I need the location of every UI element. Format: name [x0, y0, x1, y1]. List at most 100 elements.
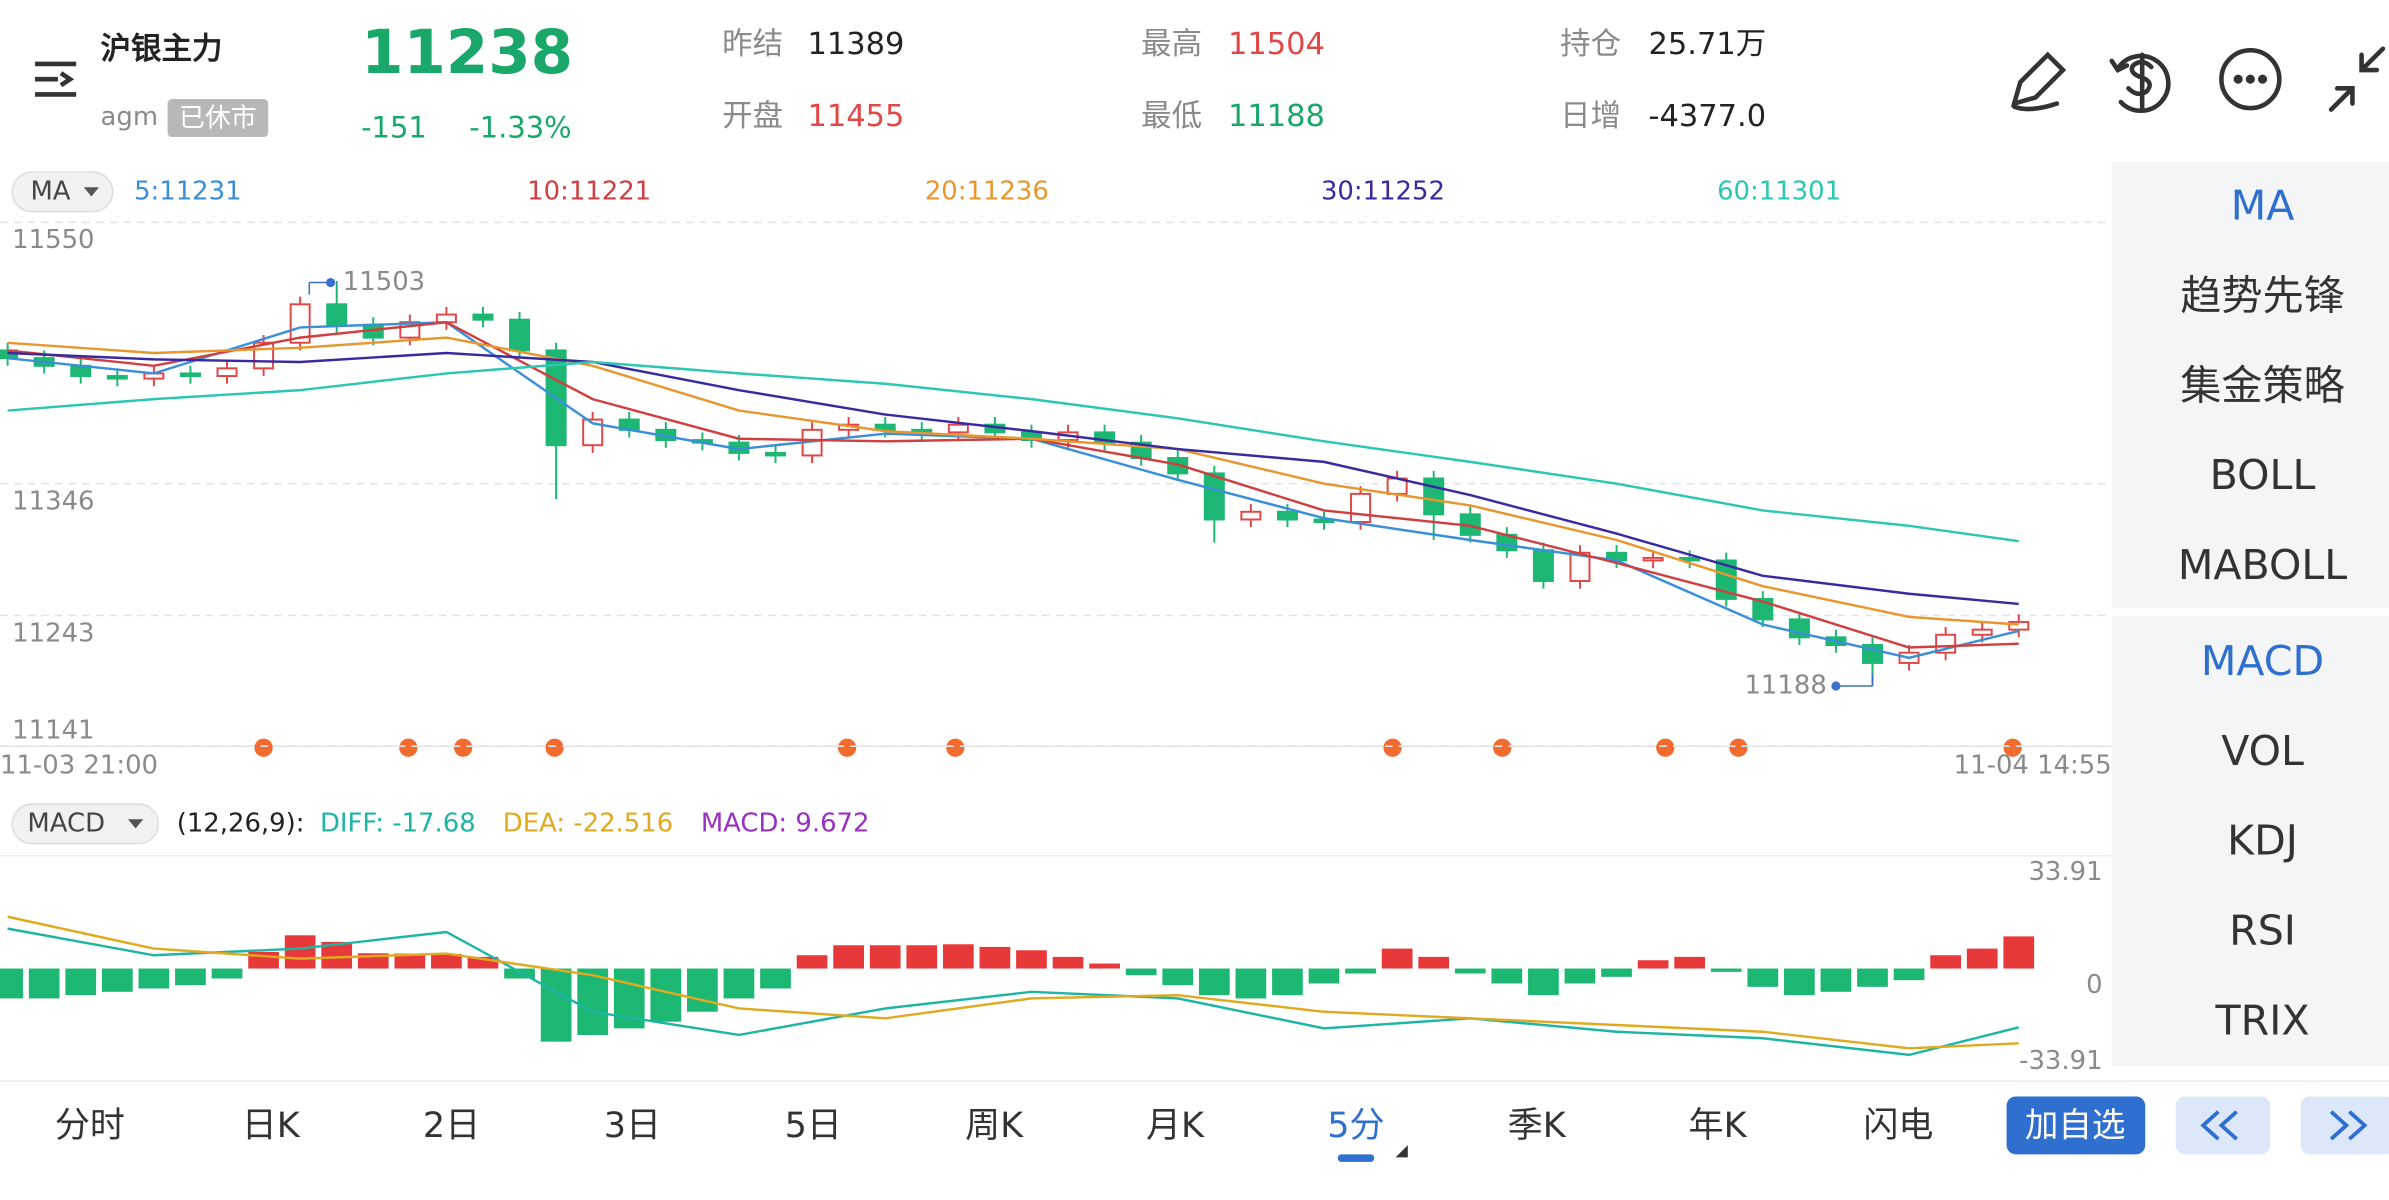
candle-body — [1971, 628, 1993, 636]
tab[interactable]: 闪电 — [1863, 1105, 1933, 1146]
tab[interactable]: 日K — [242, 1105, 301, 1146]
indicator-item[interactable]: RSI — [2229, 907, 2296, 955]
indicator-item[interactable]: KDJ — [2227, 817, 2298, 865]
macd-bar — [577, 968, 609, 1035]
ma-line — [7, 360, 2019, 543]
draw-icon[interactable] — [2010, 51, 2067, 112]
menu-icon[interactable] — [35, 61, 77, 97]
change-pct: -1.33% — [469, 110, 571, 144]
macd-bar — [2003, 936, 2035, 969]
macd-bar — [1089, 963, 1120, 969]
change: -151 — [361, 110, 427, 144]
indicator-item[interactable]: VOL — [2221, 727, 2304, 775]
legend-entry: 60:11301 — [1717, 176, 1841, 206]
tab[interactable]: 周K — [965, 1105, 1024, 1146]
candle-body — [106, 375, 128, 380]
candle-body — [1094, 431, 1116, 444]
indicator-item[interactable]: MA — [2231, 182, 2295, 230]
macd-bar — [1893, 968, 1925, 981]
currency-icon[interactable] — [2109, 52, 2171, 113]
add-watchlist-button[interactable] — [2006, 1096, 2146, 1155]
y-tick-label: 11550 — [12, 225, 94, 255]
main-indicator[interactable]: MA — [30, 176, 70, 206]
candle-body — [765, 451, 787, 457]
indicator-item[interactable]: 集金策略 — [2180, 361, 2344, 409]
y-tick-label: 33.91 — [2028, 857, 2102, 887]
candle-body — [472, 313, 494, 321]
indicator-pill[interactable] — [11, 171, 114, 213]
macd-bar — [942, 944, 974, 969]
x-axis-label: 11-04 14:55 — [1954, 750, 2112, 780]
tab[interactable]: 2日 — [423, 1105, 480, 1146]
macd-bar — [1125, 968, 1157, 976]
candle-body — [289, 303, 311, 344]
macd-bar — [1857, 968, 1888, 987]
macd-bar — [906, 945, 938, 969]
macd-bar — [1930, 955, 1961, 969]
candle-body — [1203, 472, 1225, 521]
tab[interactable]: 3日 — [604, 1105, 661, 1146]
macd-bar — [28, 968, 60, 999]
candle-body — [2008, 620, 2030, 631]
macd-bar — [1820, 968, 1852, 992]
stat-value: -4377.0 — [1649, 99, 1767, 134]
indicator-item[interactable]: BOLL — [2210, 451, 2316, 499]
macd-bar — [65, 968, 97, 996]
macd-line — [7, 915, 2019, 1050]
indicator-item[interactable]: 趋势先锋 — [2180, 271, 2344, 319]
macd-bar — [869, 945, 901, 969]
tab[interactable]: 月K — [1146, 1105, 1205, 1146]
macd-bar — [760, 968, 791, 989]
tab[interactable]: 分时 — [55, 1105, 125, 1146]
low-marker — [1831, 681, 1841, 691]
macd-bar — [0, 968, 23, 999]
code: agm — [101, 102, 159, 132]
collapse-icon[interactable] — [2328, 46, 2386, 112]
add-watchlist-label[interactable]: 加自选 — [2025, 1105, 2126, 1144]
macd-bar — [1710, 968, 1742, 972]
macd-bar — [1381, 948, 1413, 969]
candle-body — [1642, 556, 1664, 562]
macd-bar — [175, 968, 206, 986]
macd-bar — [1528, 968, 1559, 996]
y-tick-label: 0 — [2086, 970, 2102, 1000]
next-icon — [2329, 1110, 2368, 1141]
macd-bar — [394, 953, 426, 969]
candle-body — [179, 372, 201, 378]
macd-bar — [467, 956, 499, 969]
macd-bar — [101, 968, 133, 992]
legend-entry: DIFF: -17.68 — [320, 808, 476, 838]
indicator-pill[interactable] — [11, 803, 160, 845]
tab[interactable]: 年K — [1689, 1105, 1748, 1146]
sub-indicator[interactable]: MACD — [27, 808, 105, 838]
stat-value: 11504 — [1228, 27, 1325, 62]
macd-bar — [1345, 968, 1376, 974]
more-icon[interactable] — [2219, 47, 2282, 111]
macd-bar — [211, 968, 243, 979]
macd-bar — [431, 953, 462, 969]
macd-bar — [979, 946, 1011, 969]
y-tick-label: 11243 — [12, 618, 94, 648]
macd-bar — [1454, 968, 1486, 974]
status-badge — [167, 98, 269, 138]
macd-bar — [138, 968, 170, 989]
tab[interactable]: 5日 — [785, 1105, 842, 1146]
candle-body — [1240, 510, 1262, 521]
indicator-item[interactable]: MABOLL — [2178, 541, 2347, 589]
macd-bar — [1308, 968, 1340, 984]
dropdown-arrow — [83, 187, 100, 197]
macd-bar — [1162, 968, 1194, 986]
indicator-item[interactable]: MACD — [2201, 637, 2324, 685]
last-price: 11238 — [361, 17, 573, 88]
macd-bar — [1747, 968, 1779, 987]
candle-body — [1715, 559, 1737, 600]
stat-value: 11455 — [808, 99, 905, 134]
macd-bar — [1966, 948, 1998, 969]
tab[interactable]: 5分 — [1327, 1105, 1384, 1146]
tab[interactable]: 季K — [1508, 1105, 1567, 1146]
indicator-item[interactable]: TRIX — [2215, 996, 2310, 1044]
macd-bar — [833, 945, 865, 969]
macd-bar — [796, 955, 828, 969]
macd-bar — [1198, 968, 1230, 996]
low-label: 11188 — [1744, 670, 1826, 700]
